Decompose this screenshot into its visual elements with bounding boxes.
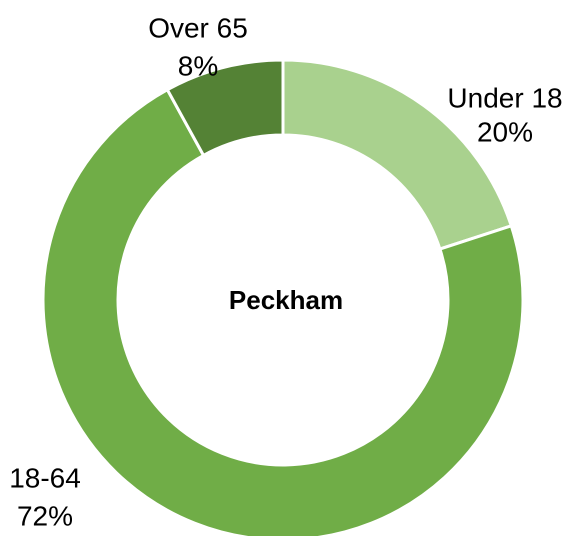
value-label: 8% bbox=[178, 50, 218, 81]
category-label: 18-64 bbox=[9, 462, 81, 493]
center-label: Peckham bbox=[229, 285, 343, 315]
donut-segment bbox=[41, 87, 525, 536]
value-label: 20% bbox=[477, 116, 533, 147]
category-label: Under 18 bbox=[447, 82, 562, 113]
value-label: 72% bbox=[17, 500, 73, 531]
category-label: Over 65 bbox=[148, 12, 248, 43]
donut-segment bbox=[165, 58, 285, 158]
